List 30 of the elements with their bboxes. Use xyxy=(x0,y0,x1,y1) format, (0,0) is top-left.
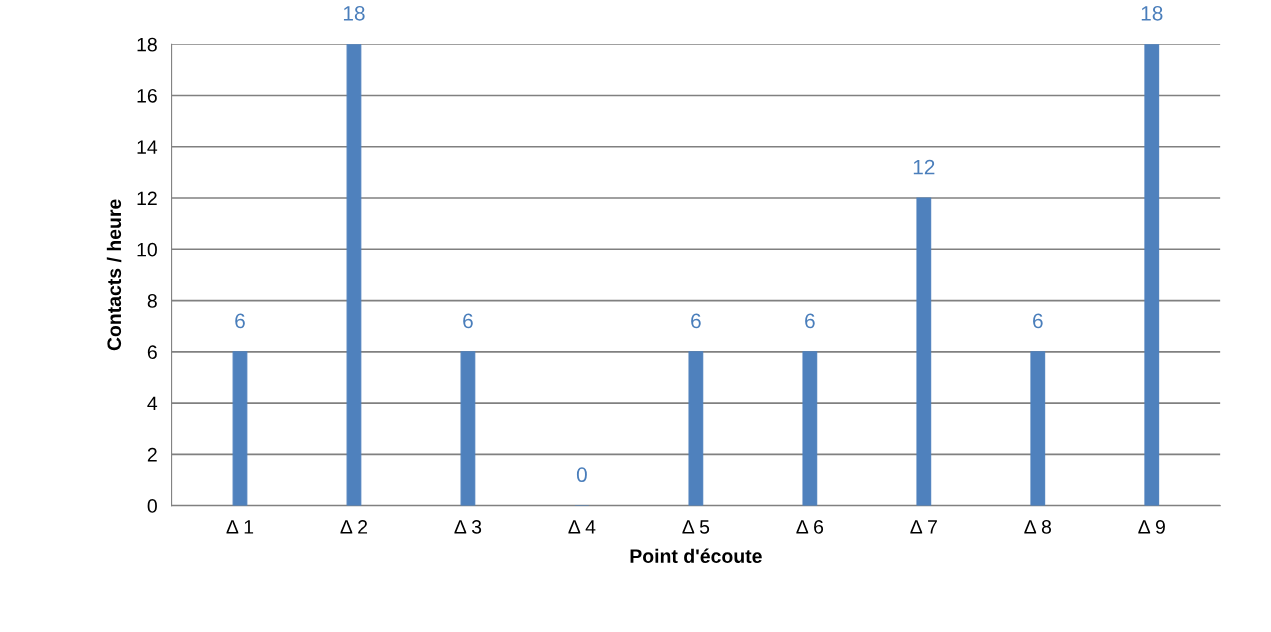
data-label: 6 xyxy=(235,313,245,329)
y-tick-label: 18 xyxy=(137,37,157,52)
x-tick-label: Δ 8 xyxy=(1024,520,1052,534)
y-tick-label: 14 xyxy=(137,140,158,154)
data-label: 6 xyxy=(691,313,701,329)
y-tick-label: 8 xyxy=(147,294,157,308)
y-tick-label: 0 xyxy=(147,499,157,513)
data-label: 18 xyxy=(1141,5,1163,21)
x-tick-label: Δ 5 xyxy=(682,520,710,534)
y-tick-label: 10 xyxy=(137,242,157,257)
x-tick-label: Δ 3 xyxy=(454,520,482,534)
y-tick-label: 4 xyxy=(147,396,158,411)
y-tick-label: 6 xyxy=(147,345,157,360)
x-axis-title: Point d'écoute xyxy=(630,548,762,564)
x-tick-label: Δ 9 xyxy=(1138,520,1165,534)
y-axis-title: Contacts / heure xyxy=(106,199,122,351)
data-label: 6 xyxy=(805,313,815,329)
x-tick-label: Δ 4 xyxy=(568,520,596,534)
y-tick-label: 16 xyxy=(137,88,157,103)
data-label: 18 xyxy=(343,5,365,21)
data-label: 6 xyxy=(463,313,473,329)
x-tick-label: Δ 6 xyxy=(796,520,824,534)
x-tick-label: Δ 2 xyxy=(340,520,368,534)
x-tick-label: Δ 7 xyxy=(910,520,937,534)
data-label: 12 xyxy=(913,159,935,175)
y-tick-label: 2 xyxy=(147,447,157,462)
data-label: 0 xyxy=(576,467,587,483)
data-label: 6 xyxy=(1033,313,1043,329)
x-tick-label: Δ 1 xyxy=(226,520,254,534)
y-tick-label: 12 xyxy=(137,191,157,206)
